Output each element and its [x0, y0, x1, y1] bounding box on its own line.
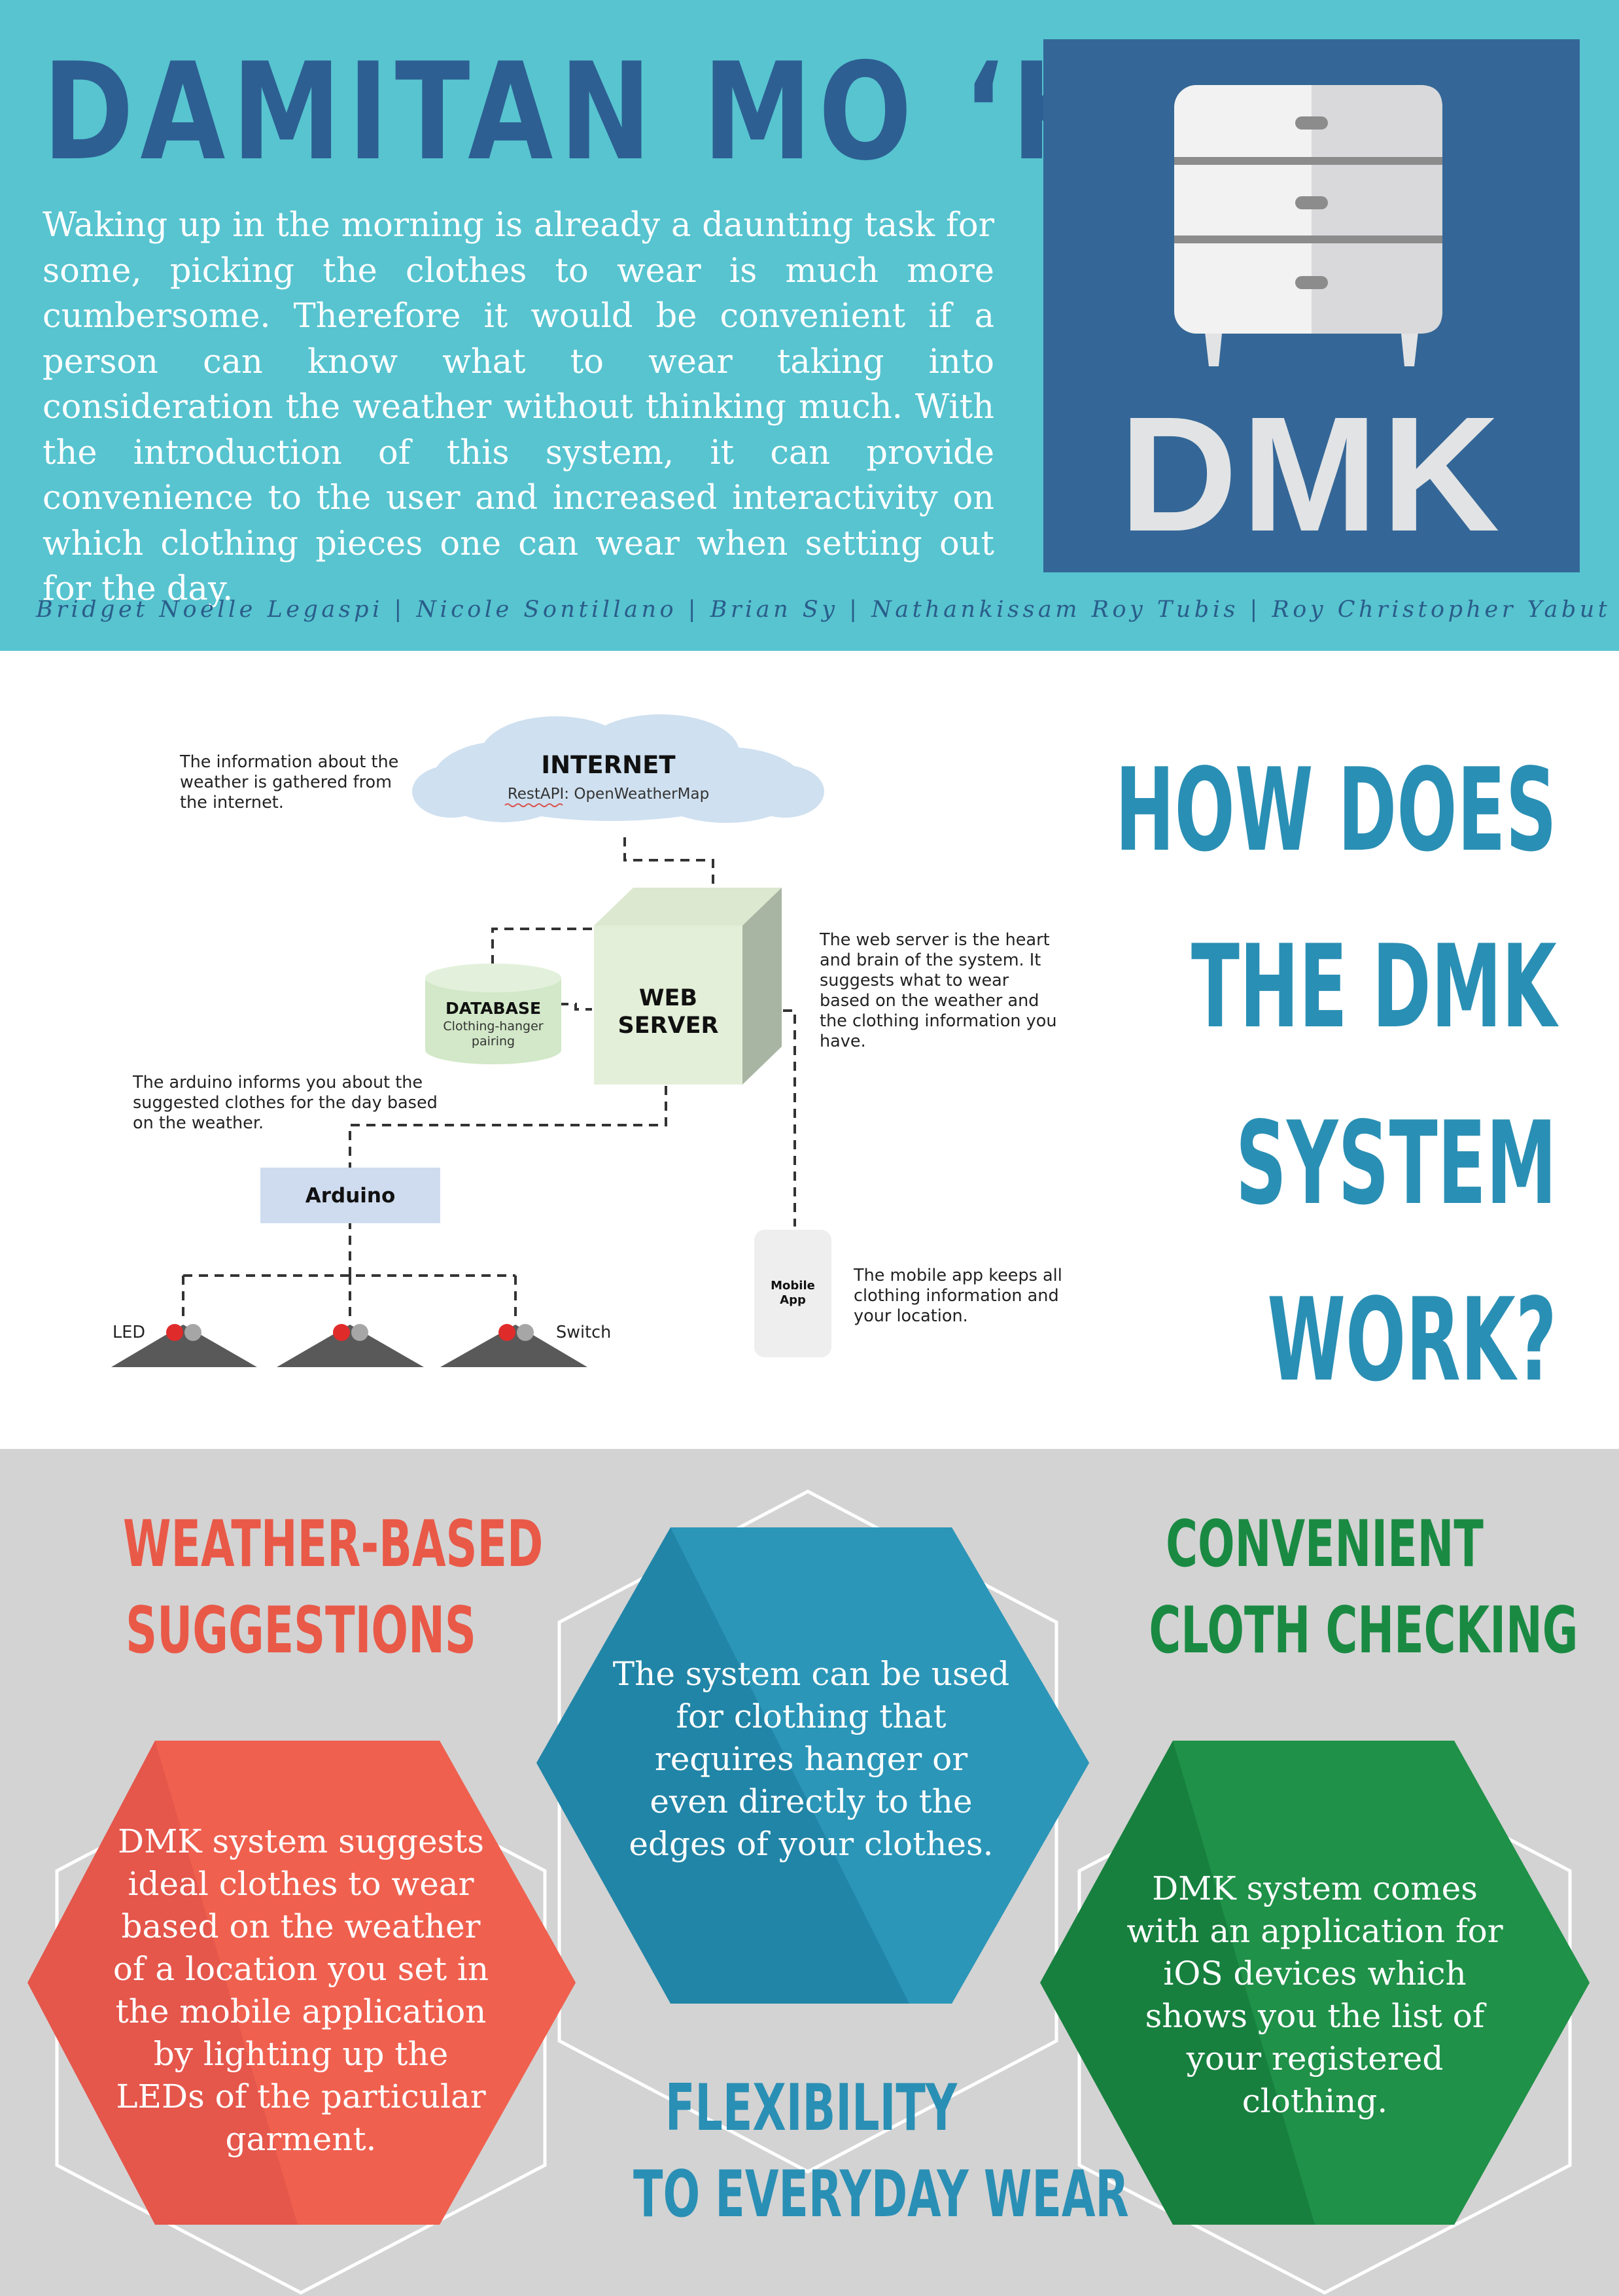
system-diagram: [111, 714, 831, 1367]
switch-label: Switch: [556, 1323, 612, 1342]
weather-title-2: SUGGESTIONS: [126, 1593, 476, 1668]
weather-text: DMK system suggests ideal clothes to wea…: [113, 1822, 489, 2158]
authors-line: Bridget Noelle Legaspi | Nicole Sontilla…: [36, 597, 1611, 623]
how-line-4: WORK?: [1267, 1274, 1557, 1407]
arduino-note: The arduino informs you about the sugges…: [133, 1073, 438, 1133]
how-heading: HOW DOES THE DMK SYSTEM WORK?: [844, 723, 1557, 1429]
arduino-label: Arduino: [305, 1184, 396, 1208]
blue-hexagon: [536, 1527, 1089, 2004]
flexibility-text: The system can be used for clothing that…: [612, 1655, 1010, 1863]
mobile-label-2: App: [780, 1293, 806, 1307]
features-section: WEATHER-BASED SUGGESTIONS CONVENIENT CLO…: [0, 1449, 1619, 2296]
hanger-2: [277, 1324, 424, 1367]
database-label: DATABASE: [445, 999, 542, 1018]
database-sub-1: Clothing-hanger: [443, 1019, 544, 1034]
hanger-1: [111, 1324, 257, 1367]
web-server-note: The web server is the heart and brain of…: [820, 930, 1057, 1051]
internet-label: INTERNET: [541, 751, 676, 779]
web-server-cube: [594, 888, 782, 1085]
hex-outlines: [55, 1489, 1572, 2295]
database-sub-2: pairing: [471, 1034, 515, 1049]
internet-note: The information about the weather is gat…: [180, 752, 399, 812]
led-label: LED: [113, 1323, 145, 1342]
web-server-label-2: SERVER: [618, 1013, 719, 1039]
flexibility-title-2: TO EVERYDAY WEAR: [633, 2157, 1129, 2232]
hanger-3: [440, 1324, 587, 1367]
internet-sub: RestAPI: OpenWeatherMap: [507, 786, 710, 803]
internet-cloud: [412, 714, 824, 823]
how-line-1: HOW DOES: [1115, 744, 1557, 877]
green-hexagon: [1040, 1741, 1590, 2225]
weather-title: WEATHER-BASED SUGGESTIONS: [39, 1501, 563, 1674]
hexagon-graphics: [27, 1489, 1590, 2295]
dmk-logo: DMK: [1043, 39, 1580, 572]
weather-title-1: WEATHER-BASED: [123, 1507, 544, 1582]
page-title: DAMITAN MO ‘KO: [43, 35, 1198, 190]
convenient-title-1: CONVENIENT: [1166, 1507, 1484, 1582]
spellcheck-squiggle: [504, 803, 563, 807]
red-hexagon: [27, 1741, 576, 2225]
dresser-icon: [1174, 85, 1442, 366]
logo-text: DMK: [1119, 383, 1504, 565]
header-banner: DAMITAN MO ‘KO Waking up in the morning …: [0, 0, 1619, 651]
flexibility-title-1: FLEXIBILITY: [665, 2071, 958, 2146]
arduino-box: [260, 1168, 440, 1223]
flexibility-title: FLEXIBILITY TO EVERYDAY WEAR: [549, 2065, 1129, 2238]
convenient-title-2: CLOTH CHECKING: [1149, 1593, 1578, 1668]
convenient-text: DMK system comes with an application for…: [1126, 1870, 1503, 2120]
how-line-3: SYSTEM: [1236, 1098, 1557, 1230]
convenient-title: CONVENIENT CLOTH CHECKING: [1066, 1501, 1583, 1674]
database-cylinder: [425, 964, 561, 1064]
intro-paragraph: Waking up in the morning is already a da…: [43, 206, 994, 608]
mobile-label-1: Mobile: [771, 1279, 815, 1293]
mobile-note: The mobile app keeps all clothing inform…: [854, 1266, 1062, 1326]
how-line-2: THE DMK: [1191, 921, 1557, 1054]
mobile-phone: [754, 1230, 831, 1357]
web-server-label-1: WEB: [638, 985, 698, 1011]
